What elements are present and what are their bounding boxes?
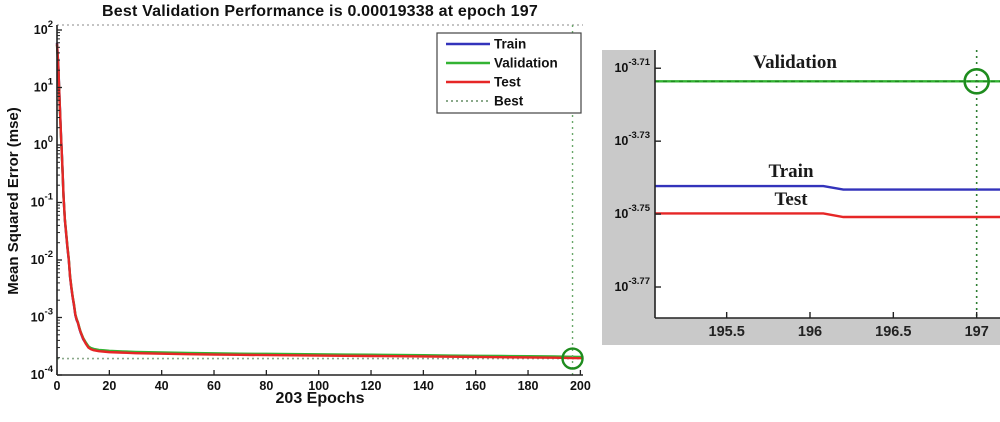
test-line-label: Test [774,189,808,210]
x-tick-label: 100 [308,379,329,393]
x-tick-label: 80 [259,379,273,393]
x-tick-label-zoom: 196.5 [875,324,911,340]
y-axis-label: Mean Squared Error (mse) [5,107,22,295]
train-series-line-zoom [655,184,1000,191]
y-tick-label: 10-1 [31,192,54,210]
y-tick-label: 10-2 [31,249,53,267]
best-point-marker-zoom [963,68,990,95]
y-tick-label: 10-3 [31,307,53,325]
train-line-label: Train [768,161,814,182]
x-tick-label: 180 [518,379,539,393]
x-tick-label: 200 [570,379,591,393]
x-tick-label-zoom: 196 [798,324,822,340]
best-point-marker [561,347,584,370]
x-tick-label: 120 [361,379,382,393]
legend-label-validation: Validation [494,56,558,71]
y-tick-label: 101 [34,77,54,95]
x-tick-label: 40 [155,379,169,393]
test-series-line-zoom [655,212,1000,219]
validation-line-label: Validation [753,52,837,73]
legend-label-train: Train [494,37,526,52]
x-tick-label-zoom: 197 [965,324,989,340]
test-series-line [55,43,584,360]
y-tick-label: 10-4 [31,364,54,382]
x-tick-label: 60 [207,379,221,393]
legend-label-best: Best [494,94,524,109]
x-tick-label: 20 [102,379,116,393]
legend-box [436,32,582,114]
x-tick-label: 140 [413,379,434,393]
x-tick-label-zoom: 195.5 [709,324,745,340]
chart-title: Best Validation Performance is 0.0001933… [102,3,538,20]
y-tick-label: 102 [34,19,53,37]
x-tick-label: 0 [54,379,61,393]
x-tick-label: 160 [465,379,486,393]
y-tick-label: 100 [34,134,53,152]
legend-label-test: Test [494,75,521,90]
x-axis-label: 203 Epochs [275,390,365,407]
zoom-plot-background [655,50,1000,318]
